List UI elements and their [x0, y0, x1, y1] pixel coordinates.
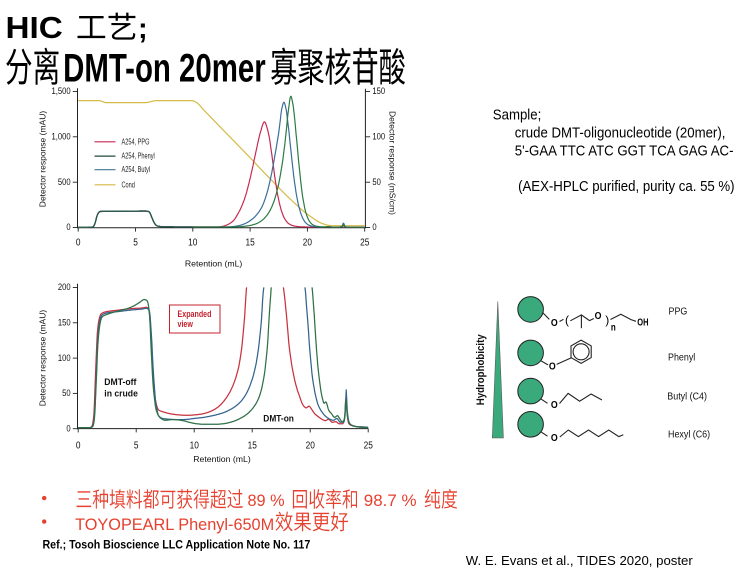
- svg-text:O: O: [595, 309, 602, 321]
- svg-text:view: view: [178, 319, 194, 329]
- svg-text:O: O: [551, 431, 558, 443]
- svg-text:1,000: 1,000: [51, 131, 70, 142]
- svg-text:OH: OH: [637, 317, 648, 328]
- svg-text:20: 20: [303, 236, 312, 248]
- svg-text:O: O: [551, 317, 558, 329]
- svg-text:Detector response (mAU): Detector response (mAU): [38, 310, 48, 407]
- svg-text:DMT-on: DMT-on: [263, 413, 294, 424]
- svg-text:(: (: [565, 313, 569, 327]
- svg-text:Hydrophobicity: Hydrophobicity: [476, 334, 488, 405]
- svg-text:0: 0: [76, 438, 81, 450]
- svg-text:0: 0: [66, 222, 71, 233]
- svg-text:A254, PPG: A254, PPG: [122, 139, 150, 147]
- svg-text:20: 20: [306, 438, 315, 450]
- svg-text:0: 0: [76, 236, 81, 248]
- svg-text:Detector response (mAU): Detector response (mAU): [38, 111, 48, 208]
- svg-text:50: 50: [62, 387, 71, 398]
- svg-text:O: O: [549, 360, 556, 372]
- svg-text:50: 50: [372, 176, 381, 187]
- svg-text:PPG: PPG: [669, 306, 688, 318]
- svg-text:;: ;: [138, 13, 148, 45]
- svg-text:A254, Phenyl: A254, Phenyl: [122, 153, 156, 161]
- svg-text:(AEX-HPLC purified, purity ca.: (AEX-HPLC purified, purity ca. 55 %): [518, 177, 734, 194]
- svg-text:W. E. Evans et al., TIDES 2020: W. E. Evans et al., TIDES 2020, poster: [466, 553, 694, 568]
- svg-text:DMT-on 20mer: DMT-on 20mer: [63, 46, 266, 90]
- svg-text:Retention (mL): Retention (mL): [193, 454, 251, 464]
- svg-text:Expanded: Expanded: [178, 309, 212, 319]
- svg-text:10: 10: [188, 236, 197, 248]
- svg-text:5: 5: [133, 236, 138, 248]
- svg-text:O: O: [551, 398, 558, 410]
- svg-text:150: 150: [58, 317, 71, 328]
- svg-text:n: n: [611, 322, 616, 333]
- svg-text:150: 150: [372, 86, 385, 97]
- svg-text:): ): [605, 313, 609, 327]
- svg-text:5'-GAA TTC ATC GGT TCA GAG AC-: 5'-GAA TTC ATC GGT TCA GAG AC-: [515, 142, 734, 159]
- svg-text:89 %: 89 %: [248, 492, 285, 510]
- svg-text:in crude: in crude: [104, 388, 138, 398]
- svg-text:200: 200: [58, 282, 71, 293]
- svg-text:Phenyl: Phenyl: [668, 352, 695, 364]
- svg-text:500: 500: [58, 176, 71, 187]
- svg-text:0: 0: [66, 423, 71, 434]
- svg-text:DMT-off: DMT-off: [104, 377, 136, 387]
- svg-text:TOYOPEARL Phenyl-650M: TOYOPEARL Phenyl-650M: [75, 516, 274, 534]
- svg-text:98.7 %: 98.7 %: [364, 491, 417, 510]
- svg-text:A254, Butyl: A254, Butyl: [122, 166, 151, 174]
- svg-text:1,500: 1,500: [51, 86, 70, 97]
- svg-text:15: 15: [248, 438, 257, 450]
- svg-text:Retention (mL): Retention (mL): [185, 258, 243, 268]
- svg-text:Ref.; Tosoh Bioscience LLC App: Ref.; Tosoh Bioscience LLC Application N…: [43, 539, 311, 552]
- svg-text:25: 25: [360, 236, 369, 248]
- svg-text:Detector response (mS/cm): Detector response (mS/cm): [388, 111, 398, 215]
- svg-text:100: 100: [58, 352, 71, 363]
- svg-text:Cond: Cond: [122, 182, 135, 190]
- svg-text:Hexyl (C6): Hexyl (C6): [668, 429, 710, 441]
- svg-text:crude DMT-oligonucleotide (20m: crude DMT-oligonucleotide (20mer),: [515, 124, 726, 141]
- svg-text:5: 5: [134, 438, 139, 450]
- svg-text:100: 100: [372, 131, 385, 142]
- svg-text:15: 15: [245, 236, 254, 248]
- svg-text:HIC: HIC: [6, 10, 63, 44]
- svg-text:25: 25: [364, 438, 373, 450]
- svg-text:10: 10: [190, 438, 199, 450]
- svg-text:0: 0: [372, 222, 377, 233]
- svg-text:Butyl (C4): Butyl (C4): [667, 391, 707, 403]
- svg-text:Sample;: Sample;: [493, 106, 541, 123]
